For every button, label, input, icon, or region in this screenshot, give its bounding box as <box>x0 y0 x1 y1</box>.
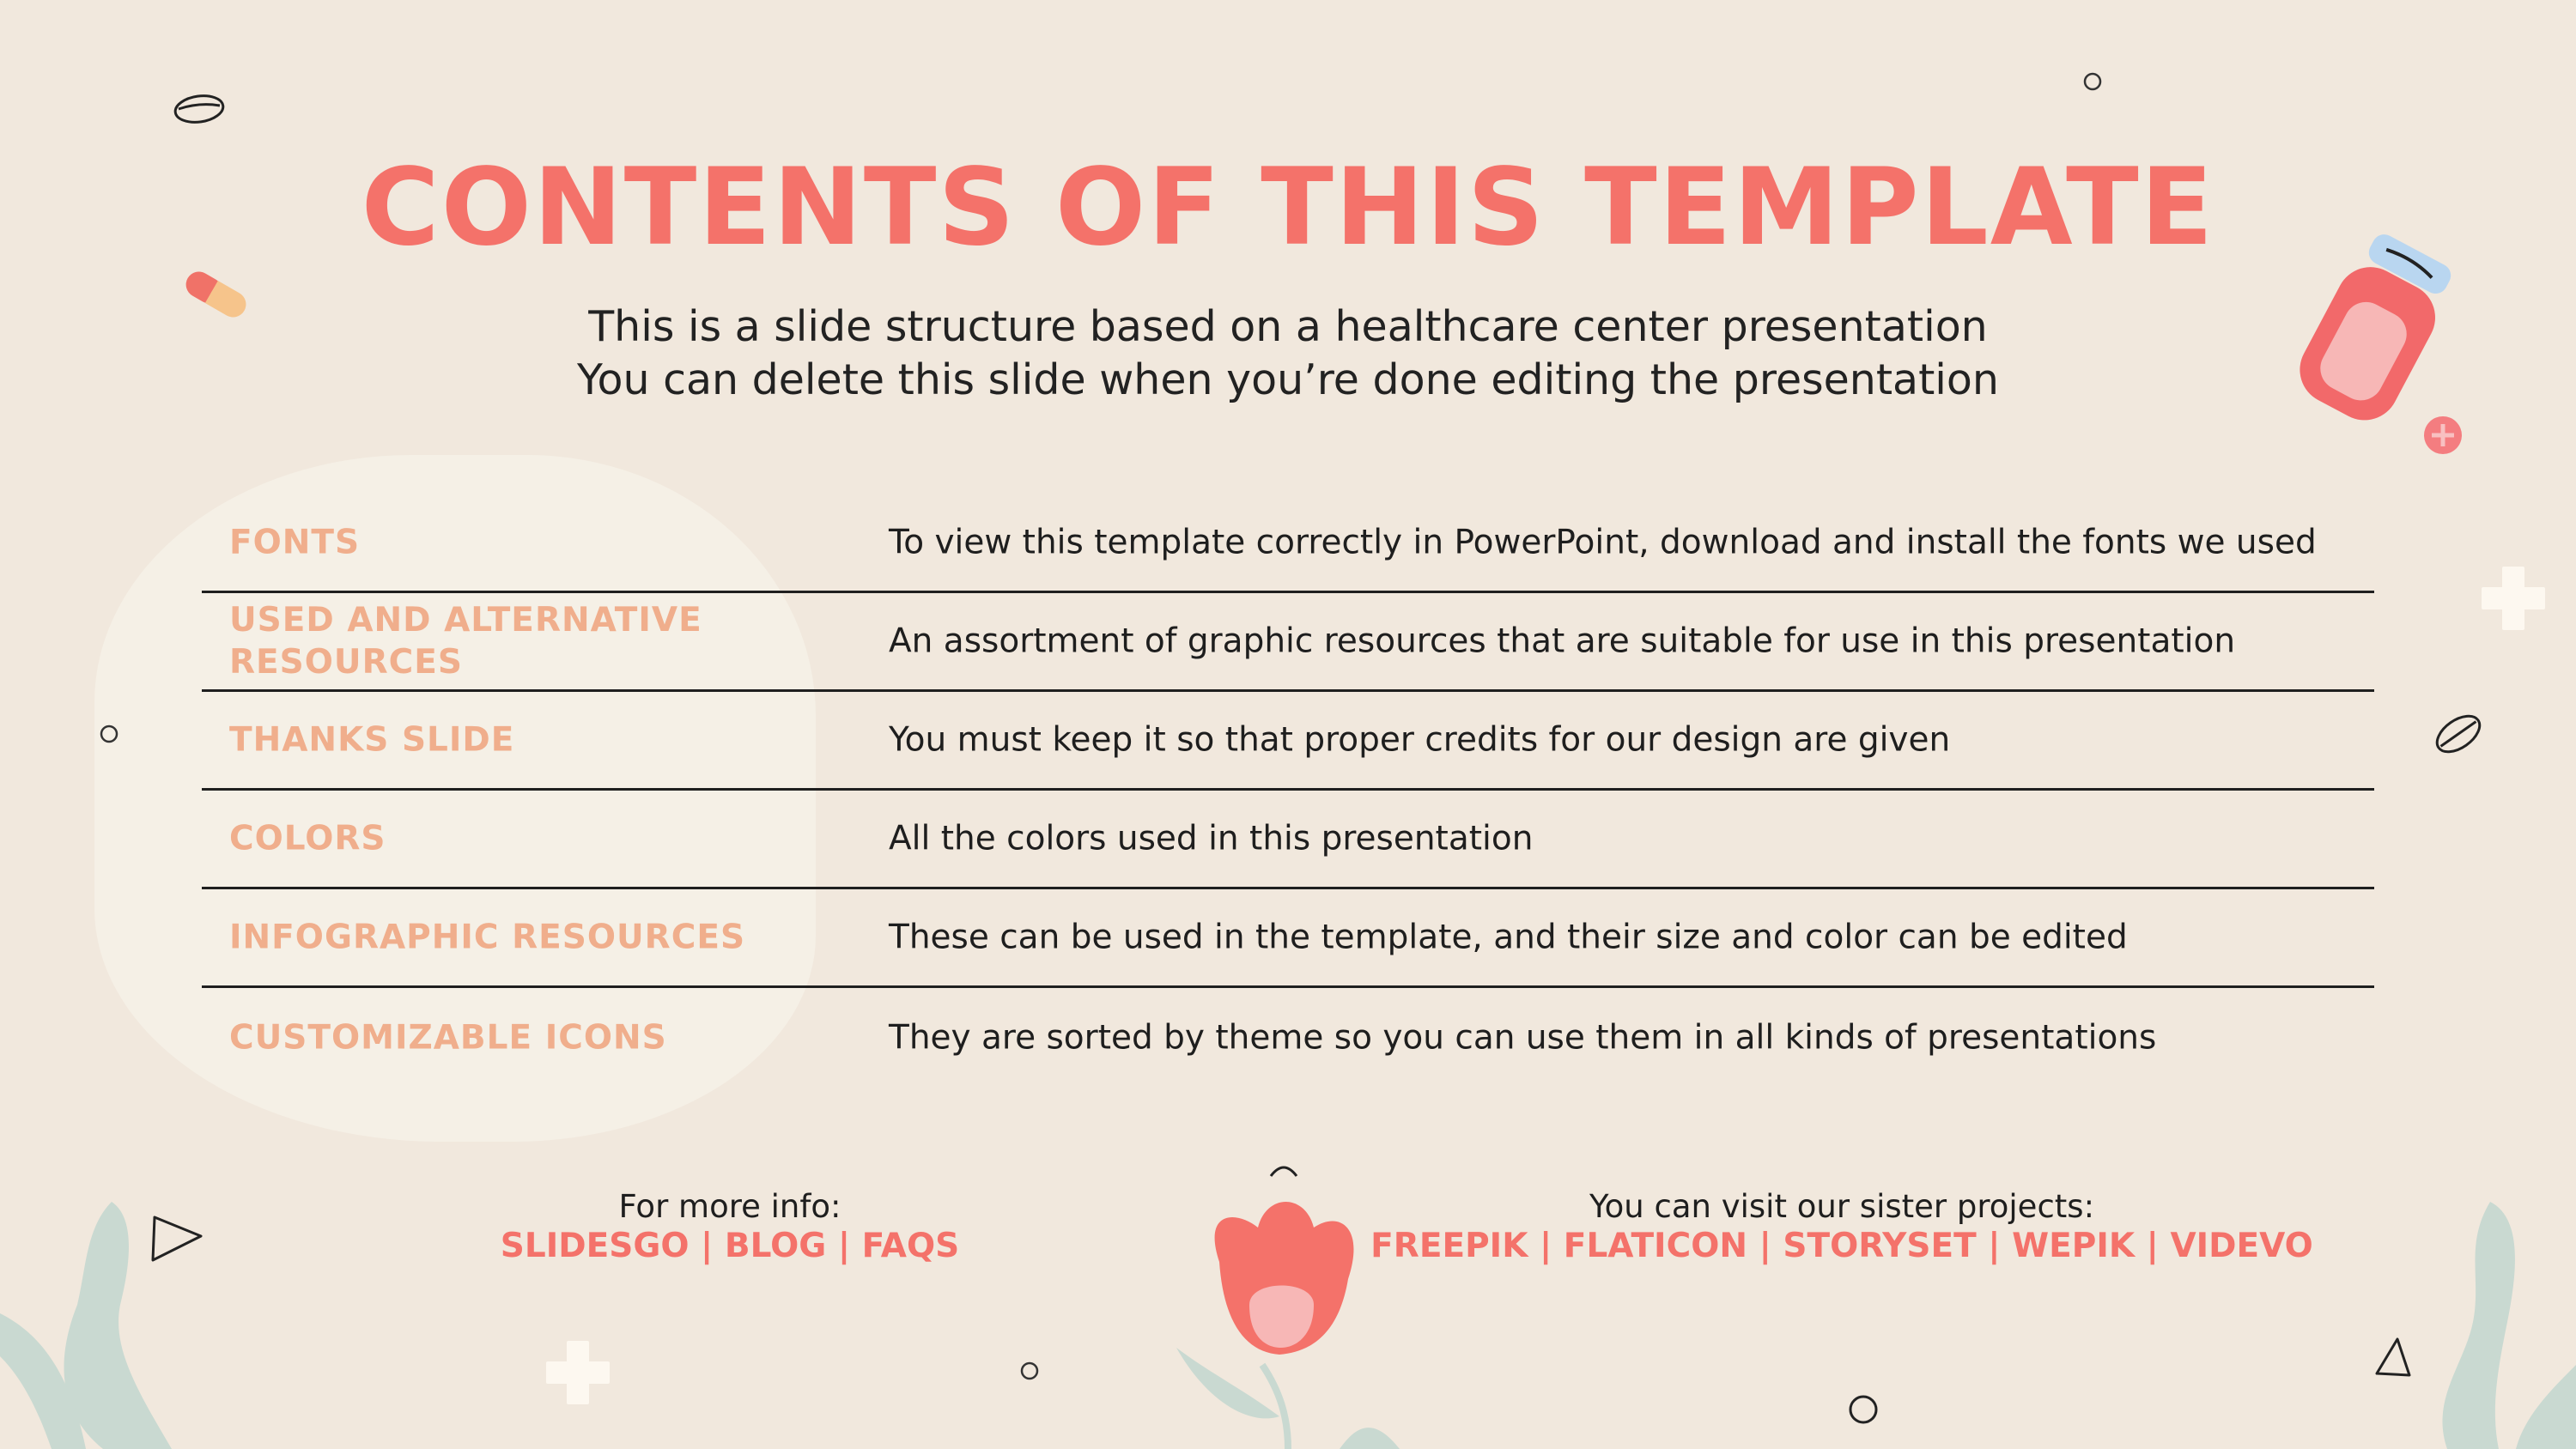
table-row: INFOGRAPHIC RESOURCES These can be used … <box>202 889 2374 988</box>
row-label: USED AND ALTERNATIVE RESOURCES <box>229 601 702 682</box>
leaf-icon <box>2413 1193 2576 1449</box>
row-description: You must keep it so that proper credits … <box>889 720 1951 760</box>
table-row: THANKS SLIDE You must keep it so that pr… <box>202 692 2374 791</box>
more-info-caption: For more info: <box>618 1188 841 1225</box>
cross-icon <box>2482 567 2545 630</box>
page-title: CONTENTS OF THIS TEMPLATE <box>361 146 2215 270</box>
subtitle-line: This is a slide structure based on a hea… <box>588 302 1988 351</box>
row-label: THANKS SLIDE <box>229 720 515 760</box>
row-description: An assortment of graphic resources that … <box>889 621 2236 661</box>
contents-table: FONTS To view this template correctly in… <box>202 494 2374 1087</box>
row-label: INFOGRAPHIC RESOURCES <box>229 918 746 957</box>
more-info-block: For more info: SLIDESGO | BLOG | FAQS <box>472 1188 987 1265</box>
table-row: COLORS All the colors used in this prese… <box>202 791 2374 889</box>
sister-projects-links[interactable]: FREEPIK | FLATICON | STORYSET | WEPIK | … <box>1370 1227 2313 1265</box>
row-description: These can be used in the template, and t… <box>889 918 2128 957</box>
sister-projects-caption: You can visit our sister projects: <box>1589 1188 2095 1225</box>
cross-icon <box>546 1341 610 1404</box>
flower-icon <box>1142 1159 1417 1449</box>
row-label: COLORS <box>229 819 386 858</box>
background-blob <box>94 455 816 1142</box>
pill-round-icon <box>2421 414 2464 457</box>
row-label: FONTS <box>229 523 361 562</box>
row-description: All the colors used in this presentation <box>889 819 1534 858</box>
row-description: They are sorted by theme so you can use … <box>889 1018 2157 1057</box>
row-description: To view this template correctly in Power… <box>889 523 2317 562</box>
subtitle-line: You can delete this slide when you’re do… <box>577 355 1999 404</box>
pill-icon <box>2430 708 2487 760</box>
subtitle: This is a slide structure based on a hea… <box>0 300 2576 407</box>
circle-icon <box>2081 70 2104 93</box>
triangle-icon <box>148 1210 208 1265</box>
more-info-links[interactable]: SLIDESGO | BLOG | FAQS <box>500 1227 960 1265</box>
row-label: CUSTOMIZABLE ICONS <box>229 1018 667 1057</box>
table-row: CUSTOMIZABLE ICONS They are sorted by th… <box>202 988 2374 1087</box>
circle-icon <box>1018 1360 1041 1382</box>
sister-projects-block: You can visit our sister projects: FREEP… <box>1340 1188 2344 1265</box>
medicine-jar-icon <box>2275 215 2473 429</box>
pill-icon <box>172 90 227 128</box>
triangle-icon <box>2372 1334 2415 1382</box>
leaf-icon <box>0 1193 180 1449</box>
capsule-icon <box>176 266 262 326</box>
table-row: FONTS To view this template correctly in… <box>202 494 2374 593</box>
circle-icon <box>1846 1392 1880 1427</box>
table-row: USED AND ALTERNATIVE RESOURCES An assort… <box>202 593 2374 692</box>
circle-icon <box>98 723 120 745</box>
